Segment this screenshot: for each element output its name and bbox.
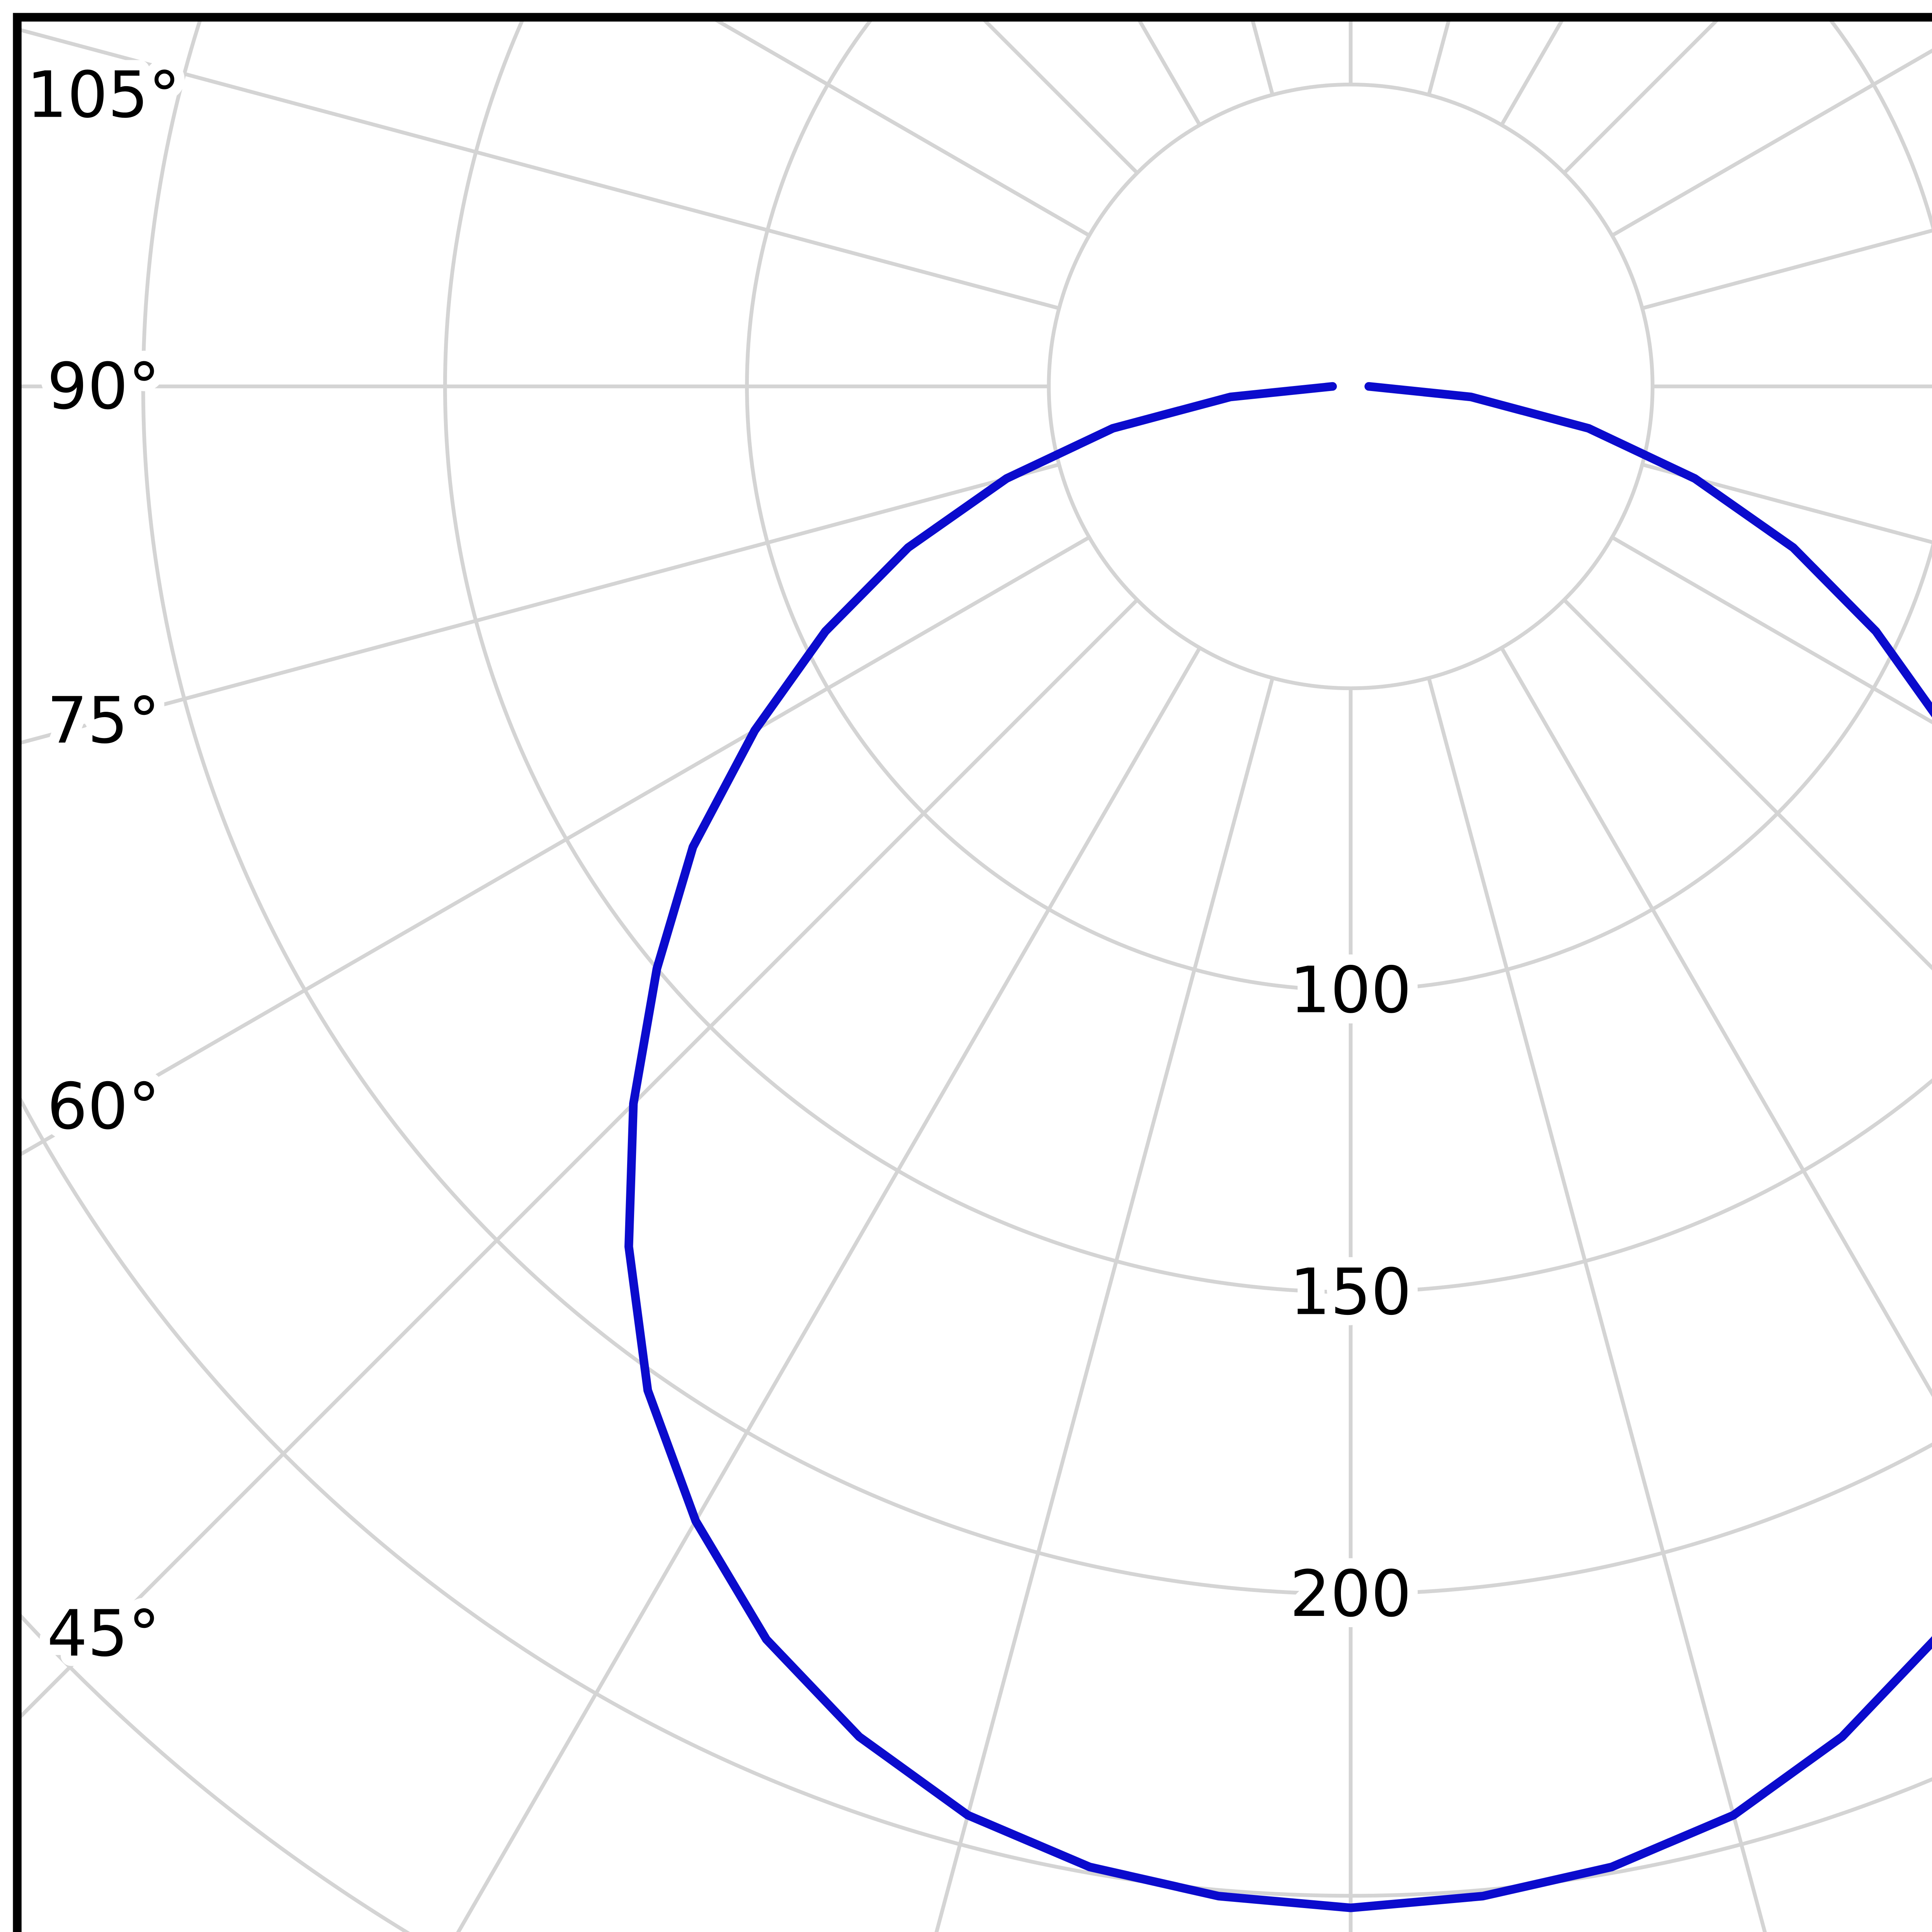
grid-ray [17, 27, 1060, 310]
radius-label: 100 [1290, 953, 1412, 1027]
intensity-curve-c0-c180 [625, 383, 1932, 1912]
grid-ray [1563, 598, 1932, 971]
grid-circle [443, 17, 1932, 1294]
angle-label: 75° [47, 684, 160, 758]
grid-ray [1641, 228, 1932, 310]
angle-label: 45° [47, 1597, 160, 1671]
plot-border [13, 13, 1932, 1932]
grid-ray [17, 598, 1139, 1723]
angle-label: 60° [47, 1069, 160, 1143]
intensity-curve-c90-c270 [624, 382, 1932, 1912]
grid-ray [456, 647, 1202, 1932]
grid-ray [17, 463, 1060, 746]
angle-label: 105° [27, 58, 180, 132]
radius-label: 150 [1290, 1255, 1412, 1329]
grid-circle [141, 17, 1932, 1595]
curves [624, 382, 1932, 1912]
grid-ray [17, 536, 1090, 1159]
angle-label: 90° [47, 349, 160, 423]
chart-labels: 1001502003000°15°15°30°30°45°45°60°60°75… [16, 48, 1422, 1681]
radius-label: 200 [1290, 1557, 1412, 1631]
grid-ray [1427, 677, 1767, 1932]
grid-ray [1641, 463, 1932, 544]
grid-ray [934, 677, 1275, 1932]
grid-ray [1611, 48, 1932, 237]
grid-ray [1500, 647, 1932, 1397]
grid-circle [1047, 82, 1655, 690]
grid-ray [1611, 536, 1932, 724]
